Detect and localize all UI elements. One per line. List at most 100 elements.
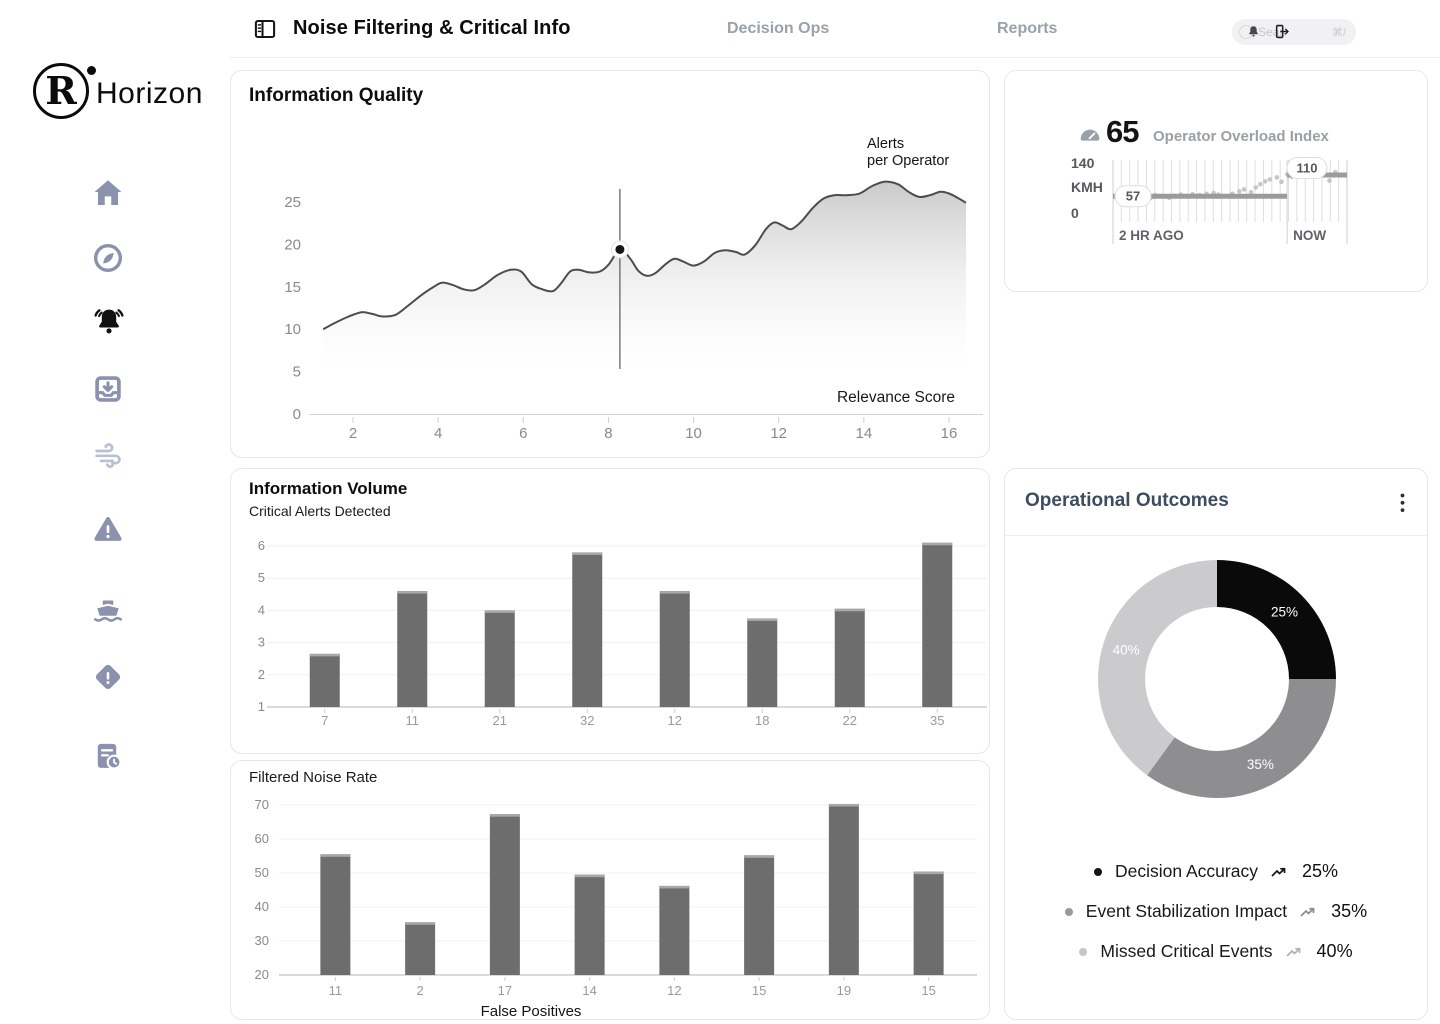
- svg-text:6: 6: [519, 425, 527, 442]
- svg-text:21: 21: [493, 713, 507, 728]
- svg-text:2 HR AGO: 2 HR AGO: [1119, 228, 1184, 243]
- card-operational-outcomes: Operational Outcomes 25%35%40% Decision …: [1004, 468, 1428, 1020]
- svg-text:1: 1: [258, 699, 265, 714]
- notification-bell-icon[interactable]: [1245, 23, 1262, 40]
- bar-22[interactable]: [835, 609, 865, 707]
- trending-up-icon: [1286, 945, 1302, 958]
- logout-door-icon[interactable]: [1272, 22, 1291, 41]
- svg-text:20: 20: [284, 236, 301, 253]
- sidebar-item-compass[interactable]: [91, 241, 125, 275]
- sidebar-item-warnings[interactable]: [91, 512, 125, 546]
- bar-12[interactable]: [659, 886, 689, 975]
- donut-slice-25%[interactable]: [1217, 560, 1336, 679]
- information-quality-area-chart[interactable]: 2468101214160510152025: [231, 71, 989, 457]
- sidebar-item-incidents[interactable]: [91, 660, 125, 694]
- svg-text:2: 2: [258, 667, 265, 682]
- bar-19[interactable]: [829, 804, 859, 975]
- trending-up-icon: [1271, 865, 1287, 878]
- legend-item-event-stabilization[interactable]: Event Stabilization Impact 35%: [1065, 901, 1367, 922]
- svg-text:16: 16: [941, 425, 958, 442]
- svg-text:10: 10: [284, 321, 301, 338]
- false-positives-axis-label: False Positives: [441, 1003, 621, 1020]
- operational-outcomes-title: Operational Outcomes: [1025, 490, 1229, 512]
- operator-overload-strip-chart[interactable]: 57110140KMH02 HR AGONOW: [1005, 71, 1427, 291]
- gauge-icon: [1077, 124, 1103, 150]
- dashboard-app: R Horizon: [0, 0, 1440, 1024]
- svg-text:12: 12: [770, 425, 787, 442]
- sidebar-item-reports-log[interactable]: [91, 739, 125, 773]
- nav-item-reports[interactable]: Reports: [997, 20, 1057, 38]
- svg-text:NOW: NOW: [1293, 228, 1326, 243]
- search-input[interactable]: Search ⌘/: [1232, 19, 1356, 45]
- card-information-volume: Information Volume Critical Alerts Detec…: [230, 468, 990, 754]
- panel-left-icon: [252, 16, 278, 42]
- svg-text:25%: 25%: [1271, 604, 1298, 619]
- bar-12[interactable]: [660, 591, 690, 707]
- outcomes-donut-chart[interactable]: 25%35%40%: [1005, 536, 1427, 836]
- compass-icon: [91, 241, 125, 275]
- kebab-menu-button[interactable]: [1400, 493, 1405, 513]
- svg-text:10: 10: [685, 425, 702, 442]
- bar-18[interactable]: [747, 618, 777, 707]
- home-icon: [91, 176, 125, 210]
- panel-toggle-button[interactable]: [252, 16, 278, 42]
- svg-text:4: 4: [434, 425, 442, 442]
- filtered-noise-bar-chart[interactable]: 203040506070112171412151915: [231, 761, 989, 1019]
- bar-21[interactable]: [485, 610, 515, 707]
- search-shortcut: ⌘/: [1332, 26, 1346, 39]
- svg-text:3: 3: [258, 635, 265, 650]
- svg-text:15: 15: [284, 279, 301, 296]
- bar-15[interactable]: [914, 872, 944, 975]
- svg-text:57: 57: [1126, 189, 1140, 204]
- bar-7[interactable]: [310, 654, 340, 707]
- svg-text:5: 5: [258, 570, 265, 585]
- brand-letter: R: [45, 68, 77, 113]
- svg-text:8: 8: [604, 425, 612, 442]
- svg-text:0: 0: [293, 406, 301, 423]
- svg-text:140: 140: [1071, 155, 1095, 171]
- bar-35[interactable]: [922, 543, 952, 707]
- svg-text:7: 7: [321, 713, 328, 728]
- sidebar-item-flow[interactable]: [91, 436, 125, 470]
- report-clock-icon: [91, 739, 125, 773]
- svg-text:30: 30: [255, 933, 269, 948]
- bar-32[interactable]: [572, 552, 602, 707]
- svg-text:22: 22: [843, 713, 857, 728]
- svg-text:2: 2: [417, 983, 424, 998]
- svg-text:5: 5: [293, 364, 301, 381]
- donut-slice-40%[interactable]: [1098, 560, 1217, 775]
- wind-icon: [91, 436, 125, 470]
- bar-17[interactable]: [490, 814, 520, 975]
- svg-text:19: 19: [837, 983, 851, 998]
- outcomes-legend: Decision Accuracy 25% Event Stabilizatio…: [1005, 861, 1427, 962]
- sidebar-item-home[interactable]: [91, 176, 125, 210]
- sidebar-item-ship[interactable]: [91, 592, 125, 626]
- svg-text:11: 11: [329, 983, 343, 998]
- brand-logo-dot: [87, 66, 96, 75]
- outcomes-card-header: Operational Outcomes: [1005, 469, 1427, 536]
- svg-text:20: 20: [255, 967, 269, 982]
- bar-14[interactable]: [575, 875, 605, 975]
- bar-2[interactable]: [405, 922, 435, 975]
- bar-15[interactable]: [744, 855, 774, 975]
- svg-text:2: 2: [349, 425, 357, 442]
- svg-text:12: 12: [667, 983, 681, 998]
- legend-item-missed-critical[interactable]: Missed Critical Events 40%: [1079, 941, 1352, 962]
- bar-11[interactable]: [397, 591, 427, 707]
- donut-slice-35%[interactable]: [1147, 679, 1336, 798]
- sidebar: R Horizon: [0, 0, 230, 1024]
- bar-11[interactable]: [320, 854, 350, 975]
- sidebar-item-alerts[interactable]: [91, 303, 125, 337]
- card-information-quality: Information Quality Alerts per Operator …: [230, 70, 990, 458]
- overload-index-label: Operator Overload Index: [1153, 128, 1329, 145]
- nav-item-decision-ops[interactable]: Decision Ops: [727, 20, 829, 38]
- brand-name: Horizon: [96, 77, 203, 111]
- critical-alerts-bar-chart[interactable]: 123456711213212182235: [231, 469, 989, 753]
- svg-text:12: 12: [668, 713, 682, 728]
- svg-text:15: 15: [752, 983, 766, 998]
- legend-item-decision-accuracy[interactable]: Decision Accuracy 25%: [1094, 861, 1338, 882]
- sidebar-item-inbox[interactable]: [91, 372, 125, 406]
- svg-text:11: 11: [406, 713, 420, 728]
- svg-text:18: 18: [755, 713, 769, 728]
- trending-up-icon: [1300, 905, 1316, 918]
